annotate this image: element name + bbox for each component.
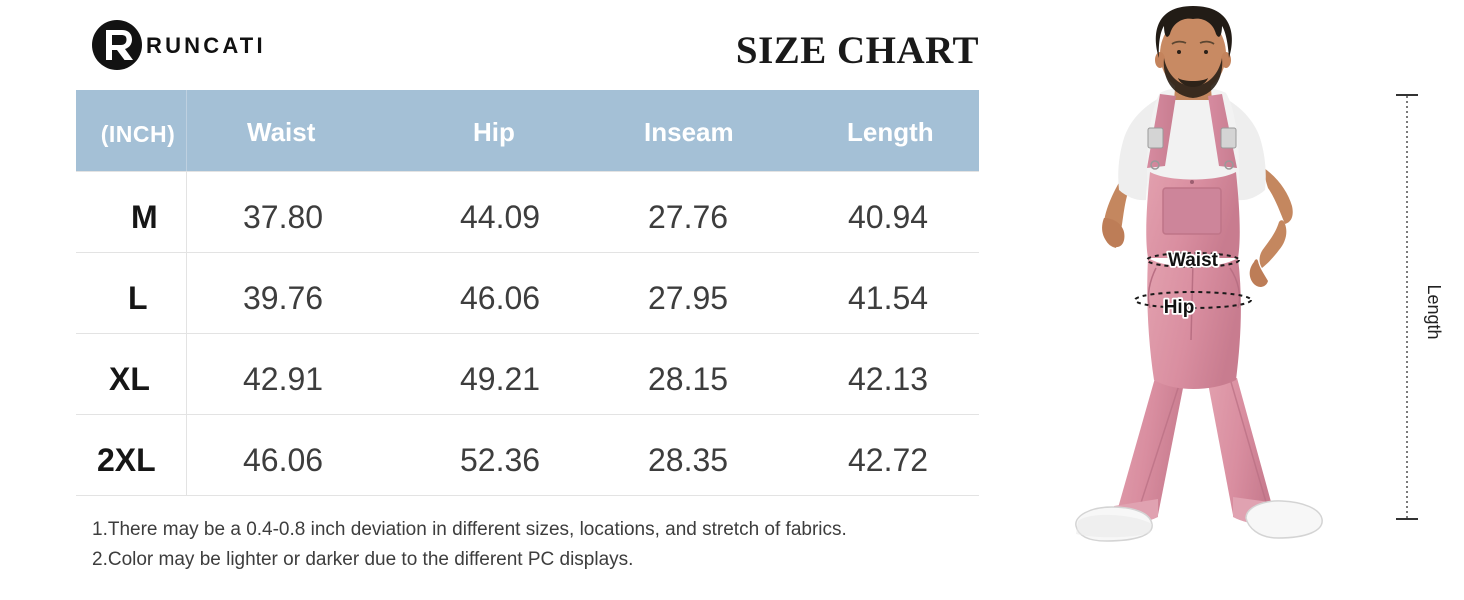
svg-text:Waist: Waist <box>1168 250 1219 271</box>
svg-text:Length: Length <box>1424 284 1444 339</box>
svg-text:Hip: Hip <box>1164 297 1195 318</box>
